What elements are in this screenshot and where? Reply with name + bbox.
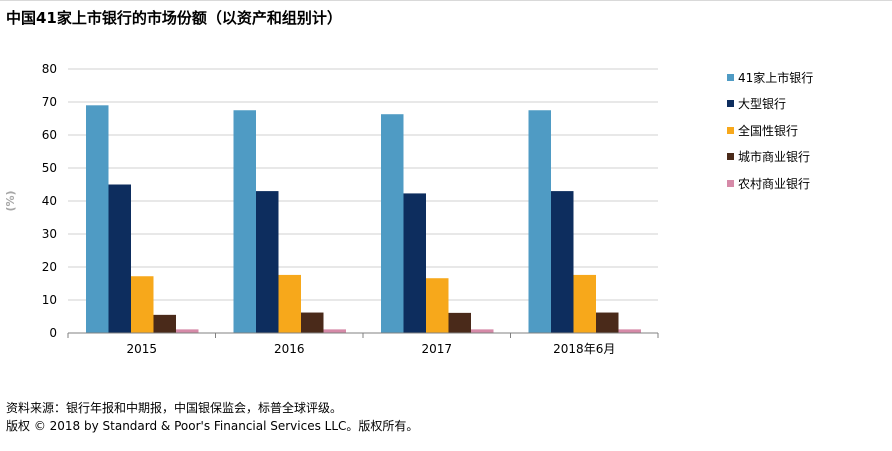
bar	[278, 274, 301, 333]
bar	[528, 110, 551, 333]
legend: 41家上市银行 大型银行全国性银行城市商业银行 农村商业银行	[727, 64, 813, 197]
bar	[176, 329, 199, 333]
bar	[256, 191, 279, 333]
y-tick-label: 20	[42, 260, 57, 274]
bar	[153, 314, 176, 333]
footer: 资料来源：银行年报和中期报，中国银保监会，标普全球评级。 版权 © 2018 b…	[6, 399, 418, 435]
legend-item: 41家上市银行	[727, 64, 813, 91]
bar	[551, 191, 574, 333]
top-border	[0, 0, 892, 1]
y-tick-label: 80	[42, 62, 57, 76]
y-axis-label: (%)	[4, 190, 17, 211]
x-tick-label: 2016	[274, 342, 305, 356]
bar	[596, 312, 619, 333]
x-tick-label: 2015	[126, 342, 157, 356]
y-tick-label: 10	[42, 293, 57, 307]
y-tick-label: 60	[42, 128, 57, 142]
legend-item: 全国性银行	[727, 117, 813, 144]
bar	[381, 114, 404, 334]
bar	[471, 329, 494, 333]
bar	[131, 276, 154, 333]
bar	[403, 193, 426, 333]
y-tick-label: 30	[42, 227, 57, 241]
y-tick-label: 40	[42, 194, 57, 208]
bar	[618, 329, 641, 333]
bar	[448, 312, 471, 333]
legend-label: 全国性银行	[738, 123, 799, 138]
bar	[573, 274, 596, 333]
legend-item: 农村商业银行	[727, 170, 813, 197]
legend-swatch	[727, 153, 734, 161]
y-tick-label: 50	[42, 161, 57, 175]
bar	[108, 184, 131, 333]
copyright-note: 版权 © 2018 by Standard & Poor's Financial…	[6, 419, 419, 433]
legend-swatch	[727, 179, 734, 187]
legend-swatch	[727, 73, 734, 81]
bar	[301, 312, 324, 333]
legend-swatch	[727, 100, 734, 108]
legend-label: 农村商业银行	[738, 176, 811, 191]
legend-label: 城市商业银行	[738, 150, 811, 165]
bar	[86, 105, 109, 333]
bar	[426, 278, 449, 333]
bar	[233, 110, 256, 333]
x-tick-label: 2017	[421, 342, 452, 356]
legend-item: 大型银行	[727, 91, 813, 118]
legend-swatch	[727, 126, 734, 134]
legend-label: 大型银行	[738, 97, 787, 112]
y-tick-label: 70	[42, 95, 57, 109]
source-note: 资料来源：银行年报和中期报，中国银保监会，标普全球评级。	[6, 401, 343, 415]
y-tick-label: 0	[49, 326, 57, 340]
chart-title: 中国41家上市银行的市场份额（以资产和组别计）	[6, 9, 342, 27]
legend-item: 城市商业银行	[727, 144, 813, 171]
x-tick-label: 2018年6月	[553, 342, 615, 356]
legend-label: 41家上市银行	[738, 70, 814, 85]
bar	[323, 329, 346, 333]
